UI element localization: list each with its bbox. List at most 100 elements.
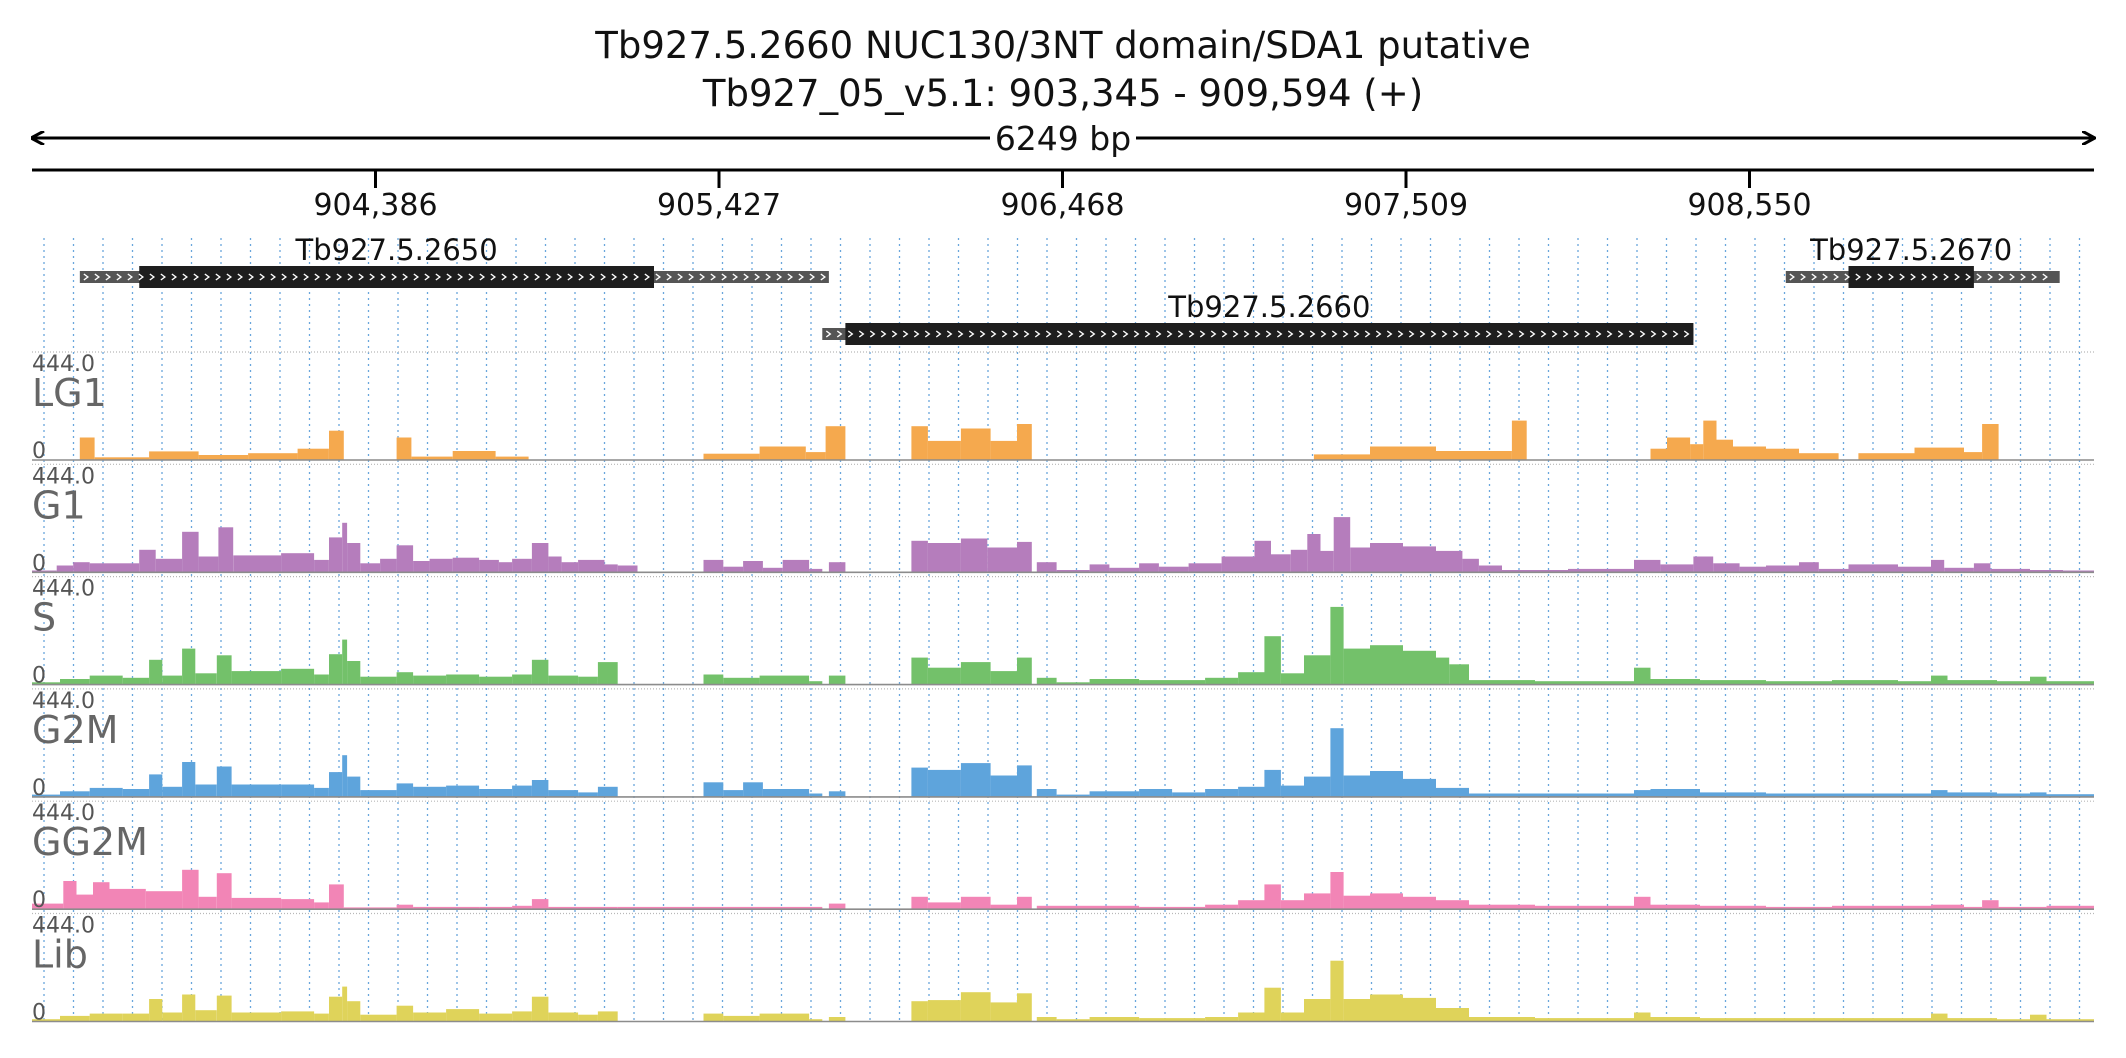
coverage-bar (1898, 793, 1931, 797)
coverage-bar (1914, 447, 1964, 460)
coverage-bar (396, 904, 414, 910)
coverage-bar (411, 456, 453, 460)
coverage-bar (347, 776, 361, 797)
track-min-label: 0 (32, 888, 46, 913)
coverage-bar (1634, 1012, 1651, 1022)
coverage-bar (1036, 1017, 1057, 1022)
coverage-bar (1158, 566, 1189, 573)
gene-model[interactable]: Tb927.5.2650 (79, 233, 829, 288)
coverage-bar (195, 784, 217, 797)
coverage-bar (413, 786, 447, 797)
coverage-bar (1056, 682, 1090, 685)
coverage-bar (2030, 1014, 2047, 1022)
track-max-label: 444.0 (32, 577, 95, 602)
coverage-bar (32, 1019, 60, 1022)
coverage-bar (1017, 993, 1032, 1022)
coverage-bar (1766, 1018, 1832, 1022)
coverage-bar (198, 556, 219, 573)
gene-model[interactable]: Tb927.5.2670 (1785, 233, 2060, 288)
coverage-bar (89, 1013, 123, 1022)
coverage-bar (987, 547, 1017, 573)
coverage-bar (578, 792, 598, 797)
coverage-bar (911, 1001, 928, 1022)
coverage-bar (182, 762, 196, 797)
coverage-bar (960, 538, 988, 573)
coverage-bar (342, 986, 348, 1022)
coverage-bar (139, 549, 156, 573)
coverage-bar (1238, 900, 1265, 910)
track-min-label: 0 (32, 776, 46, 801)
coverage-bar (1832, 680, 1898, 685)
coverage-bar (911, 540, 928, 573)
coverage-bar (1535, 1018, 1634, 1022)
coverage-bar (93, 882, 110, 910)
coverage-bar (2030, 570, 2063, 573)
coverage-bar (1716, 439, 1733, 460)
coverage-bar (1713, 563, 1740, 573)
coverage-bar (281, 899, 315, 910)
coverage-bar (60, 679, 90, 685)
coverage-bar (479, 676, 513, 685)
coverage-bar (60, 791, 90, 797)
coverage-bar (743, 561, 763, 573)
coverage-bar (548, 906, 618, 910)
coverage-bar (548, 675, 579, 685)
coverage-bar (1766, 906, 1832, 910)
coverage-bar (512, 905, 532, 910)
coverage-bar (1017, 896, 1032, 910)
chart-title: Tb927.5.2660 NUC130/3NT domain/SDA1 puta… (594, 24, 1531, 67)
coverage-bar (927, 667, 961, 685)
coverage-bar (531, 659, 549, 685)
coverage-bar (759, 1013, 810, 1022)
coverage-bar (360, 1014, 397, 1022)
coverage-bar (314, 787, 329, 797)
coverage-bar (1739, 566, 1766, 573)
coverage-bar (1858, 453, 1915, 460)
coverage-bar (759, 675, 810, 685)
coverage-bar (314, 902, 329, 910)
coverage-bar (1634, 667, 1651, 685)
coverage-bar (1403, 997, 1436, 1022)
coverage-bar (314, 559, 329, 573)
coverage-bar (1634, 790, 1651, 797)
coverage-bar (1238, 1012, 1265, 1022)
coverage-bar (1931, 559, 1945, 573)
coverage-bar (578, 559, 605, 573)
coverage-bar (1056, 570, 1090, 573)
coverage-bar (63, 881, 77, 910)
axis-tick-label: 904,386 (313, 188, 437, 223)
coverage-bar (512, 558, 532, 573)
coverage-bar (1690, 444, 1704, 460)
track-min-label: 0 (32, 551, 46, 576)
coverage-bar (1330, 728, 1344, 797)
coverage-bar (2063, 570, 2094, 573)
coverage-bar (122, 677, 150, 685)
coverage-bar (990, 671, 1017, 685)
gene-models: Tb927.5.2650 Tb927.5.2670 Tb927.5.2660 (79, 233, 2060, 345)
coverage-bar (1947, 680, 1997, 685)
coverage-bar (60, 1015, 90, 1022)
coverage-bar (723, 677, 760, 685)
gene-model[interactable]: Tb927.5.2660 (822, 290, 1694, 345)
coverage-bar (825, 426, 846, 460)
coverage-bar (1089, 791, 1140, 797)
coverage-bar (960, 428, 991, 460)
coverage-bar (195, 1010, 217, 1022)
coverage-bar (446, 674, 480, 685)
coverage-bar (446, 785, 480, 797)
coverage-bar (1650, 679, 1700, 685)
coverage-bar (342, 639, 348, 685)
coverage-bar (960, 662, 991, 685)
coverage-bar (79, 437, 95, 460)
coverage-bar (1898, 566, 1931, 573)
coverage-bar (396, 1005, 414, 1022)
axis-ticks: 904,386 905,427 906,468 907,509 908,550 (313, 170, 1812, 223)
coverage-bar (56, 565, 74, 573)
coverage-bar (1634, 559, 1661, 573)
coverage-bar (429, 558, 453, 573)
coverage-bar (2046, 1019, 2094, 1022)
coverage-bar (329, 430, 344, 460)
